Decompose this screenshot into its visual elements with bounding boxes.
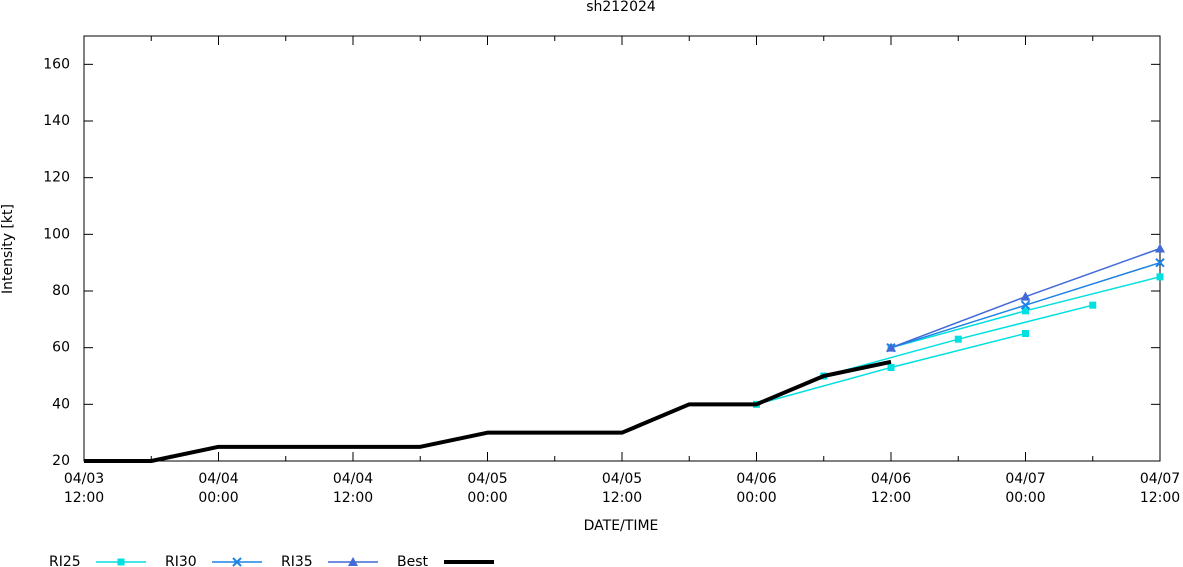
x-tick-label: 04/06 00:00 [736, 471, 776, 506]
x-tick-label: 04/07 12:00 [1140, 471, 1180, 506]
x-axis-label: DATE/TIME [584, 518, 659, 534]
y-tick-label: 120 [43, 170, 70, 186]
marker [886, 342, 896, 352]
marker [1022, 307, 1029, 315]
y-tick-label: 160 [43, 56, 70, 72]
marker [1020, 291, 1031, 301]
legend-marker [232, 557, 242, 567]
y-tick-label: 20 [52, 453, 70, 469]
marker [1155, 257, 1165, 268]
legend-label: RI30 [165, 554, 197, 567]
y-tick-label: 80 [52, 283, 70, 299]
marker [1089, 301, 1097, 309]
x-tick-label: 04/05 12:00 [602, 471, 642, 506]
marker [1156, 273, 1164, 281]
chart-title: sh212024 [586, 0, 656, 15]
legend-label: RI25 [49, 554, 81, 567]
marker [1155, 243, 1165, 253]
x-tick-label: 04/04 12:00 [333, 471, 373, 506]
legend-marker [348, 557, 358, 566]
x-tick-label: 04/05 00:00 [467, 471, 507, 506]
plot-frame [83, 35, 1161, 462]
marker [887, 364, 895, 371]
x-tick-label: 04/06 12:00 [871, 471, 911, 506]
x-tick-label: 04/07 00:00 [1005, 471, 1045, 506]
marker [1022, 330, 1029, 337]
legend-label: Best [397, 554, 429, 567]
series-line [84, 359, 892, 463]
marker [954, 335, 962, 343]
y-axis-label: Intensity [kt] [0, 204, 16, 294]
legend-label: RI35 [281, 554, 313, 567]
x-tick-label: 04/03 12:00 [64, 471, 104, 506]
y-tick-label: 100 [43, 226, 70, 242]
legend-marker [117, 558, 125, 566]
x-tick-label: 04/04 00:00 [198, 471, 238, 506]
y-tick-label: 60 [52, 340, 70, 356]
y-tick-label: 40 [52, 396, 70, 412]
y-tick-label: 140 [43, 113, 70, 129]
marker [1020, 300, 1031, 310]
